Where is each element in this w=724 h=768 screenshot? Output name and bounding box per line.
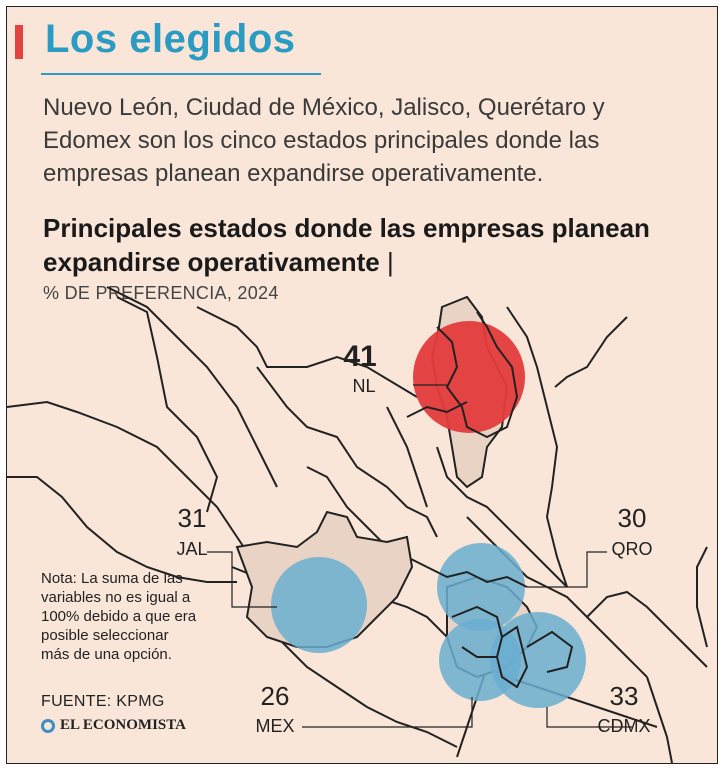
jal-code-label: JAL bbox=[176, 539, 207, 559]
mex-value-label: 26 bbox=[261, 681, 290, 711]
title-underline bbox=[41, 73, 321, 75]
nl-code-label: NL bbox=[352, 376, 375, 396]
brand-icon bbox=[41, 718, 55, 733]
qro-code-label: QRO bbox=[611, 539, 652, 559]
cdmx-code-label: CDMX bbox=[598, 716, 651, 736]
brand-name: EL ECONOMISTA bbox=[60, 717, 186, 733]
leader-lines bbox=[207, 384, 632, 728]
bubble-qro bbox=[437, 543, 525, 631]
bubble-jal bbox=[271, 557, 367, 653]
chart-title-text: Principales estados donde las empresas p… bbox=[43, 213, 650, 277]
qro-value-label: 30 bbox=[618, 503, 647, 533]
page-subtitle: Nuevo León, Ciudad de México, Jalisco, Q… bbox=[43, 94, 605, 187]
mex-code-label: MEX bbox=[255, 716, 294, 736]
bubbles bbox=[271, 321, 586, 708]
chart-title-separator: | bbox=[386, 247, 394, 277]
accent-bar bbox=[15, 25, 23, 59]
cdmx-value-label: 33 bbox=[610, 681, 639, 711]
chart-subtitle: % DE PREFERENCIA, 2024 bbox=[43, 283, 279, 303]
cdmx-outline bbox=[426, 566, 574, 689]
chart-title: Principales estados donde las empresas p… bbox=[43, 211, 683, 279]
jal-value-label: 31 bbox=[178, 503, 207, 533]
nl-value-label: 41 bbox=[343, 340, 376, 373]
value-labels: 41 NL 31 JAL 30 QRO 26 MEX 33 CDMX bbox=[176, 340, 652, 736]
brand-logo: EL ECONOMISTA bbox=[41, 717, 186, 734]
footnote: Nota: La suma de las variables no es igu… bbox=[41, 570, 197, 663]
bubble-cdmx bbox=[490, 612, 586, 708]
mexico-map: 41 NL 31 JAL 30 QRO 26 MEX 33 CDMX bbox=[7, 286, 708, 763]
page-title: Los elegidos bbox=[45, 17, 296, 61]
bubble-nl bbox=[413, 321, 525, 433]
state-borders bbox=[7, 286, 708, 763]
nl-borders bbox=[406, 311, 519, 439]
source-label: FUENTE: KPMG bbox=[41, 693, 165, 710]
infographic-card: Los elegidos Nuevo León, Ciudad de Méxic… bbox=[6, 6, 718, 764]
